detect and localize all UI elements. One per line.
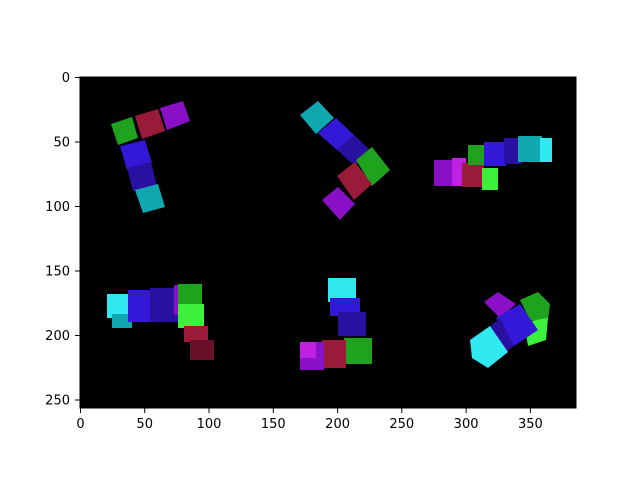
- cube-blue-1: [330, 298, 360, 316]
- cube-green: [111, 117, 138, 145]
- block-figure-1: [111, 101, 190, 213]
- cube-red: [135, 109, 165, 139]
- block-figure-2: [300, 101, 390, 220]
- x-tick-label: 250: [389, 417, 414, 432]
- x-tick-label: 200: [325, 417, 350, 432]
- cube-purple: [434, 160, 456, 186]
- cube-magenta: [300, 342, 316, 358]
- cube-blue-2: [486, 318, 514, 356]
- cube-cyan-2: [540, 138, 552, 162]
- block-figure-3: [434, 136, 552, 190]
- x-tick-label: 100: [197, 417, 222, 432]
- cube-red: [462, 163, 484, 187]
- cube-cyan: [135, 184, 165, 213]
- x-tick-label: 300: [454, 417, 479, 432]
- cube-cyan-2: [112, 314, 132, 328]
- x-tick-label: 350: [518, 417, 543, 432]
- block-figure-5: [300, 278, 372, 370]
- axes-frame: [79, 76, 577, 409]
- cube-blue-2: [338, 312, 366, 336]
- cube-blue-2: [127, 162, 157, 191]
- y-axis: 0 50 100 150 200 250: [45, 71, 80, 409]
- x-axis: 0 50 100 150 200 250 300 350: [76, 408, 543, 432]
- cube-cyan: [300, 101, 334, 134]
- x-tick-label: 150: [261, 417, 286, 432]
- cube-blue-2: [504, 138, 522, 164]
- cube-red: [337, 162, 372, 200]
- cube-blue-1: [128, 290, 152, 322]
- cube-purple: [322, 187, 355, 220]
- cube-purple: [484, 292, 516, 318]
- image-area: [80, 77, 576, 408]
- x-tick-label: 50: [136, 417, 153, 432]
- cube-blue-1: [120, 140, 152, 170]
- cube-blue-2: [150, 288, 178, 322]
- cube-blue-1: [496, 304, 538, 346]
- cube-green-1: [520, 292, 550, 320]
- cube-green-1: [468, 145, 484, 165]
- y-tick-label: 150: [45, 265, 70, 280]
- y-tick-label: 100: [45, 200, 70, 215]
- cube-blue-1: [484, 142, 506, 166]
- block-figure-6: [470, 292, 550, 368]
- cube-green-2: [178, 304, 204, 328]
- cube-green: [356, 147, 390, 186]
- y-tick-label: 50: [53, 136, 70, 151]
- y-tick-label: 200: [45, 329, 70, 344]
- block-figure-4: [107, 284, 214, 360]
- y-tick-label: 250: [45, 394, 70, 409]
- cube-green-2: [482, 168, 498, 190]
- cube-red-2: [190, 340, 214, 360]
- cube-red-1: [184, 326, 208, 342]
- cube-cyan: [470, 326, 508, 368]
- y-tick-label: 0: [62, 71, 70, 86]
- x-tick-label: 0: [76, 417, 84, 432]
- cube-green-1: [344, 338, 372, 364]
- cube-blue-1: [318, 118, 354, 150]
- cube-purple: [160, 101, 190, 130]
- cube-cyan-1: [518, 136, 542, 162]
- cube-red-1: [322, 340, 346, 368]
